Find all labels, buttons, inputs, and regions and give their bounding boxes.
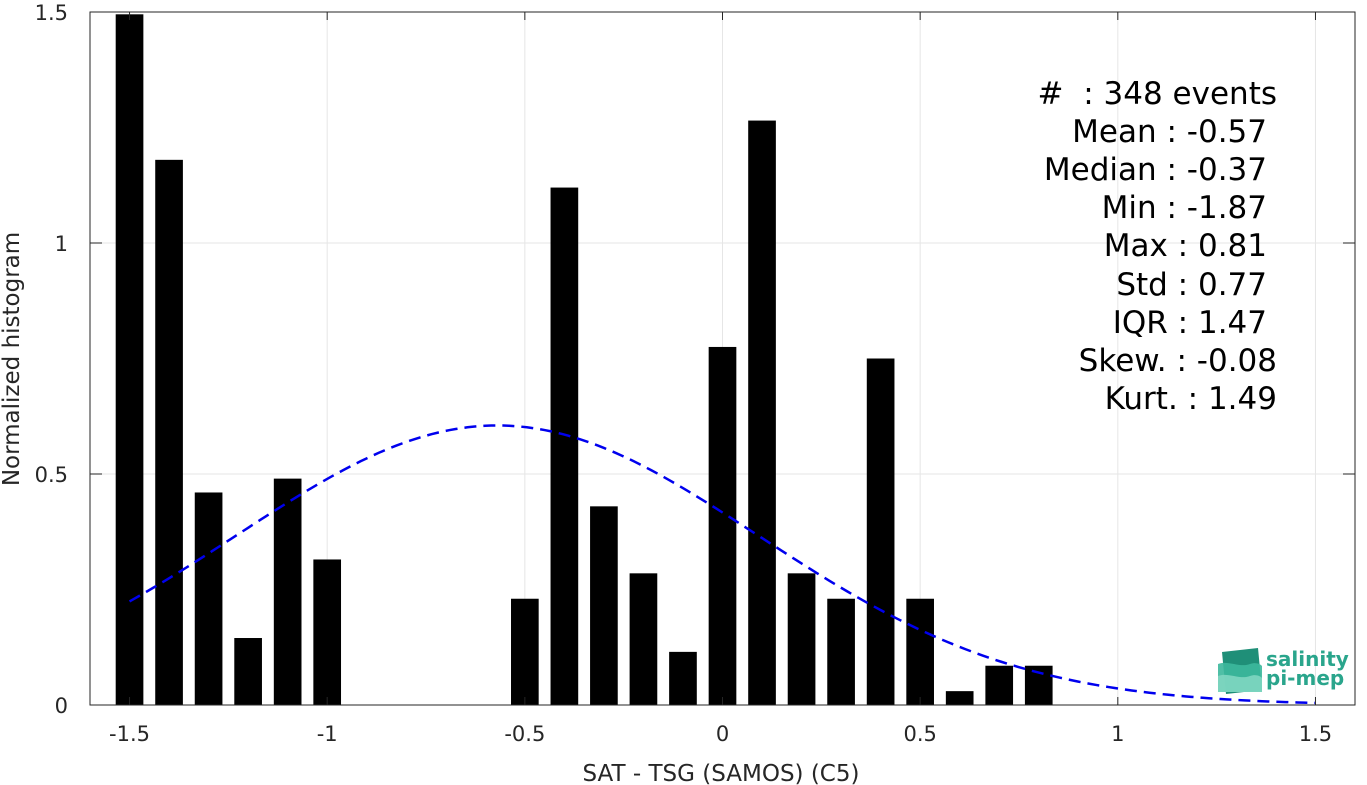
stats-box: # : 348 events Mean : -0.57 Median : -0.… [1038, 76, 1277, 417]
gaussian-fit-curve [128, 424, 1316, 705]
histogram-bar [748, 120, 776, 705]
histogram-bar [985, 665, 1014, 705]
stats-max: Max : 0.81 [1104, 228, 1267, 264]
histogram-bar [234, 638, 262, 705]
histogram-bar [115, 14, 144, 706]
x-tick-label: -0.5 [504, 722, 545, 746]
histogram-bar [827, 598, 855, 705]
histogram-bar [866, 358, 895, 705]
x-tick-label: 0 [716, 722, 729, 746]
x-tick-labels: -1.5 -1 -0.5 0 0.5 1 1.5 [109, 722, 1332, 746]
histogram-bar [906, 598, 934, 705]
logo-line1: salinity [1266, 647, 1349, 671]
salinity-pi-mep-logo: salinity pi-mep [1218, 647, 1349, 694]
x-tick-label: -1 [317, 722, 338, 746]
y-axis-label: Normalized histogram [0, 232, 25, 486]
y-tick-labels: 0 0.5 1 1.5 [35, 1, 68, 718]
histogram-bar [708, 346, 737, 705]
histogram-bar [945, 691, 974, 705]
y-tick-label: 0.5 [35, 463, 68, 487]
stats-min: Min : -1.87 [1102, 190, 1267, 226]
histogram-bar [194, 492, 223, 705]
histogram-bar [313, 559, 342, 705]
stats-iqr: IQR : 1.47 [1113, 305, 1267, 341]
axis-ticks [90, 11, 1355, 706]
histogram-bar [669, 651, 697, 705]
histogram-bar [590, 506, 618, 705]
histogram-bar [155, 159, 183, 706]
stats-count: # : 348 events [1038, 76, 1277, 112]
y-tick-label: 1 [55, 232, 68, 256]
histogram-bar [550, 187, 579, 705]
histogram-bar [629, 573, 658, 705]
stats-mean: Mean : -0.57 [1072, 114, 1267, 150]
histogram-bar [787, 573, 816, 705]
x-tick-label: 1 [1111, 722, 1124, 746]
stats-skew: Skew. : -0.08 [1079, 343, 1277, 379]
histogram-bar [273, 478, 302, 705]
histogram-bars [115, 14, 1053, 706]
y-tick-label: 1.5 [35, 1, 68, 25]
logo-wave-icon [1218, 648, 1262, 694]
stats-kurt: Kurt. : 1.49 [1105, 381, 1277, 417]
logo-line2: pi-mep [1266, 666, 1344, 690]
x-axis-label: SAT - TSG (SAMOS) (C5) [583, 761, 860, 785]
y-tick-label: 0 [55, 694, 68, 718]
x-tick-label: 0.5 [903, 722, 936, 746]
x-tick-label: 1.5 [1299, 722, 1332, 746]
x-tick-label: -1.5 [109, 722, 150, 746]
stats-median: Median : -0.37 [1044, 152, 1267, 188]
stats-std: Std : 0.77 [1116, 267, 1267, 303]
histogram-bar [511, 598, 539, 705]
